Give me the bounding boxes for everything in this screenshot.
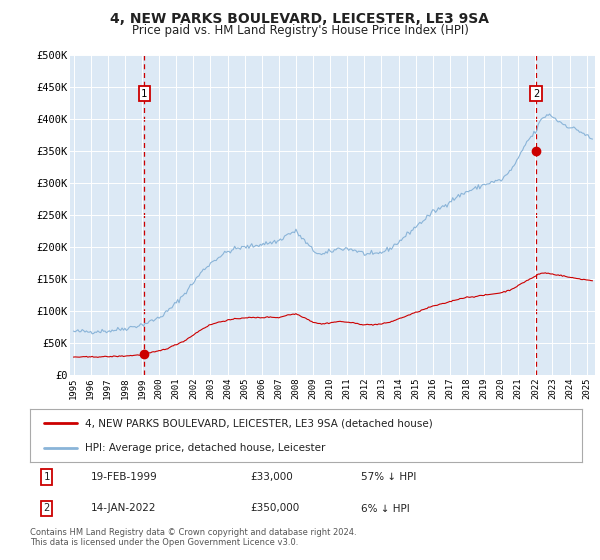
- Text: 1: 1: [141, 89, 148, 99]
- Text: 1: 1: [43, 472, 50, 482]
- Text: 14-JAN-2022: 14-JAN-2022: [91, 503, 156, 514]
- Text: 57% ↓ HPI: 57% ↓ HPI: [361, 472, 416, 482]
- Text: £350,000: £350,000: [251, 503, 300, 514]
- Text: 4, NEW PARKS BOULEVARD, LEICESTER, LE3 9SA (detached house): 4, NEW PARKS BOULEVARD, LEICESTER, LE3 9…: [85, 418, 433, 428]
- Text: HPI: Average price, detached house, Leicester: HPI: Average price, detached house, Leic…: [85, 442, 326, 452]
- Text: 19-FEB-1999: 19-FEB-1999: [91, 472, 157, 482]
- Text: Price paid vs. HM Land Registry's House Price Index (HPI): Price paid vs. HM Land Registry's House …: [131, 24, 469, 38]
- Text: 2: 2: [43, 503, 50, 514]
- Text: £33,000: £33,000: [251, 472, 293, 482]
- Text: 2: 2: [533, 89, 539, 99]
- Text: Contains HM Land Registry data © Crown copyright and database right 2024.
This d: Contains HM Land Registry data © Crown c…: [30, 528, 356, 547]
- Text: 4, NEW PARKS BOULEVARD, LEICESTER, LE3 9SA: 4, NEW PARKS BOULEVARD, LEICESTER, LE3 9…: [110, 12, 490, 26]
- Text: 6% ↓ HPI: 6% ↓ HPI: [361, 503, 410, 514]
